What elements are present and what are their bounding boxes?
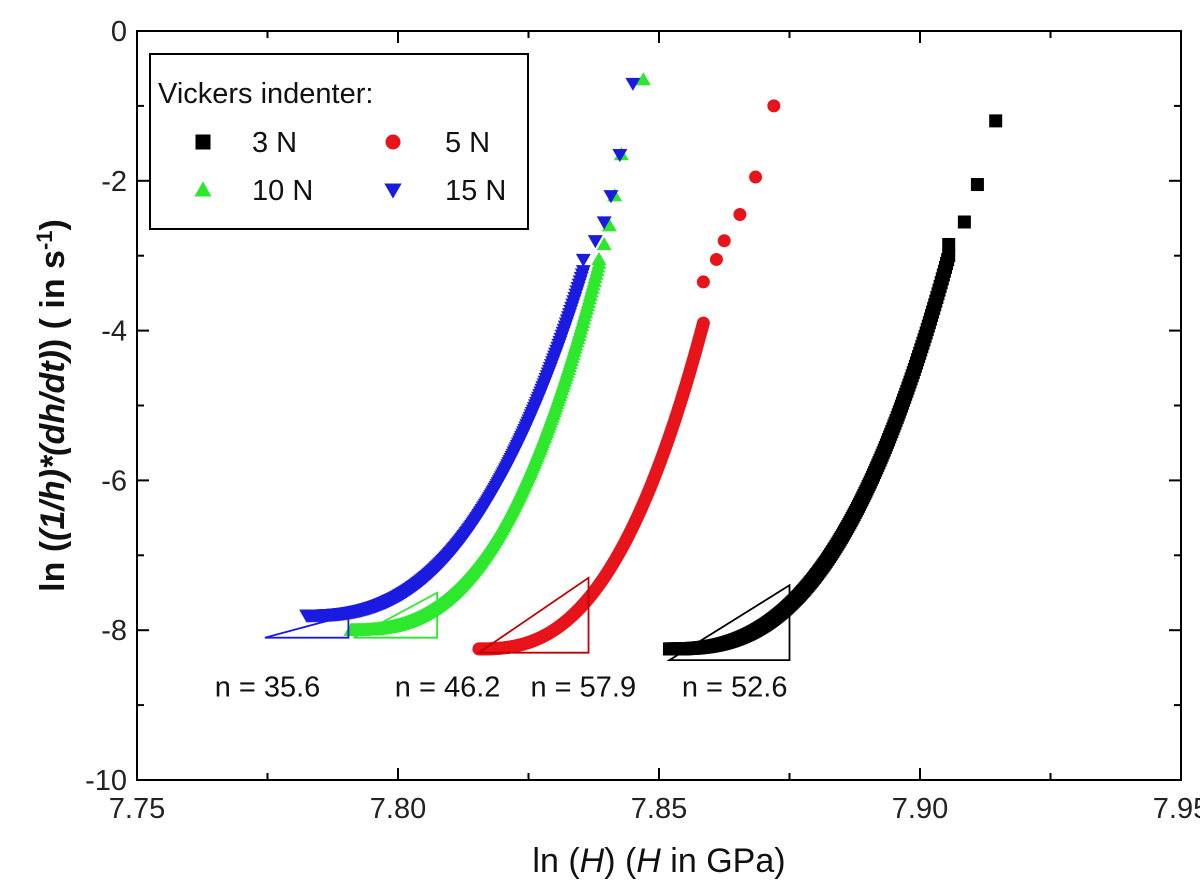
y-axis-label-part: ) — [34, 219, 72, 230]
y-tick-label: -8 — [101, 615, 127, 647]
legend: Vickers indenter: 3 N 5 N 10 N 15 N — [149, 53, 529, 230]
y-tick-label: -6 — [101, 465, 127, 497]
data-point — [696, 275, 710, 289]
y-axis-label: ln ((1/h)*(dh/dt)) ( in s-1) — [32, 219, 73, 592]
slope-annotation: n = 57.9 — [475, 576, 636, 703]
slope-label: n = 35.6 — [215, 671, 321, 703]
data-point — [591, 251, 607, 266]
y-axis-label-part: ) ( in s — [34, 250, 72, 350]
data-point — [942, 237, 956, 251]
legend-box — [149, 53, 529, 230]
x-axis-label: ln (H) (H in GPa) — [532, 842, 785, 880]
data-point — [635, 72, 651, 86]
legend-marker — [194, 181, 212, 197]
x-axis-label-part: ln ( — [532, 842, 580, 880]
y-axis-label-part: ln ( — [34, 540, 72, 592]
data-point — [942, 249, 956, 263]
legend-label: 3 N — [252, 127, 297, 159]
legend-title: Vickers indenter: — [158, 78, 373, 110]
legend-entry: 3 N — [195, 127, 297, 159]
x-axis-label-part: H — [580, 842, 605, 880]
series-10n — [343, 72, 651, 636]
legend-label: 10 N — [252, 175, 313, 207]
y-tick-label: 0 — [111, 16, 127, 48]
slope-annotations: n = 35.6 n = 46.2 n = 57.9 n = 52.6 — [215, 576, 791, 703]
data-point — [601, 218, 617, 232]
x-axis-label-part: in GPa) — [661, 842, 786, 880]
slope-label: n = 52.6 — [682, 671, 788, 703]
data-point — [717, 234, 731, 248]
data-point — [612, 148, 628, 163]
legend-entry: 10 N — [194, 175, 313, 207]
y-axis-label-part: -1 — [32, 230, 57, 250]
slope-triangle — [264, 614, 350, 639]
data-point — [625, 77, 641, 91]
y-tick-label: -10 — [85, 765, 127, 797]
legend-label: 5 N — [445, 127, 490, 159]
legend-label: 15 N — [445, 175, 506, 207]
data-point — [587, 235, 603, 249]
data-point — [596, 216, 612, 230]
data-point — [596, 236, 612, 251]
x-tick-label: 7.80 — [370, 793, 426, 825]
slope-annotation: n = 35.6 — [215, 614, 350, 703]
data-marks — [299, 72, 1003, 656]
axis-labels: ln (H) (H in GPa)ln ((1/h)*(dh/dt)) ( in… — [32, 219, 786, 880]
x-axis-label-part: H — [636, 842, 661, 880]
y-tick-label: -2 — [101, 166, 127, 198]
x-tick-label: 7.95 — [1153, 793, 1200, 825]
x-tick-label: 7.85 — [631, 793, 687, 825]
data-point — [696, 316, 710, 330]
slope-annotation: n = 46.2 — [353, 591, 501, 703]
data-point — [575, 265, 591, 279]
data-point — [575, 253, 591, 267]
slope-label: n = 57.9 — [530, 671, 636, 703]
y-axis-label-part: (1/h)*(dh/dt) — [34, 350, 72, 541]
slope-annotation: n = 52.6 — [666, 583, 791, 703]
data-point — [767, 99, 781, 113]
y-tick-label: -4 — [101, 316, 127, 348]
slope-triangle — [666, 583, 791, 662]
data-point — [603, 190, 619, 204]
slope-triangle — [353, 591, 439, 639]
data-point — [749, 170, 763, 184]
data-point — [957, 215, 971, 229]
series-15n — [299, 77, 641, 623]
data-point — [709, 252, 723, 266]
x-axis-label-part: ) ( — [604, 842, 637, 880]
data-point — [970, 178, 984, 192]
legend-marker — [384, 183, 402, 199]
series-3n — [662, 114, 1003, 656]
axis-ticks: 7.75 7.80 7.85 7.90 7.95 0 -2 -4 -6 -8 -10 — [85, 16, 1200, 825]
legend-marker — [195, 134, 211, 150]
slope-triangle — [475, 576, 590, 654]
legend-entry: 5 N — [385, 127, 490, 159]
legend-entry: 15 N — [384, 175, 506, 207]
legend-marker — [385, 134, 401, 150]
data-point — [733, 208, 747, 222]
data-point — [989, 114, 1003, 128]
slope-label: n = 46.2 — [395, 671, 501, 703]
x-tick-label: 7.75 — [109, 793, 165, 825]
x-tick-label: 7.90 — [892, 793, 948, 825]
